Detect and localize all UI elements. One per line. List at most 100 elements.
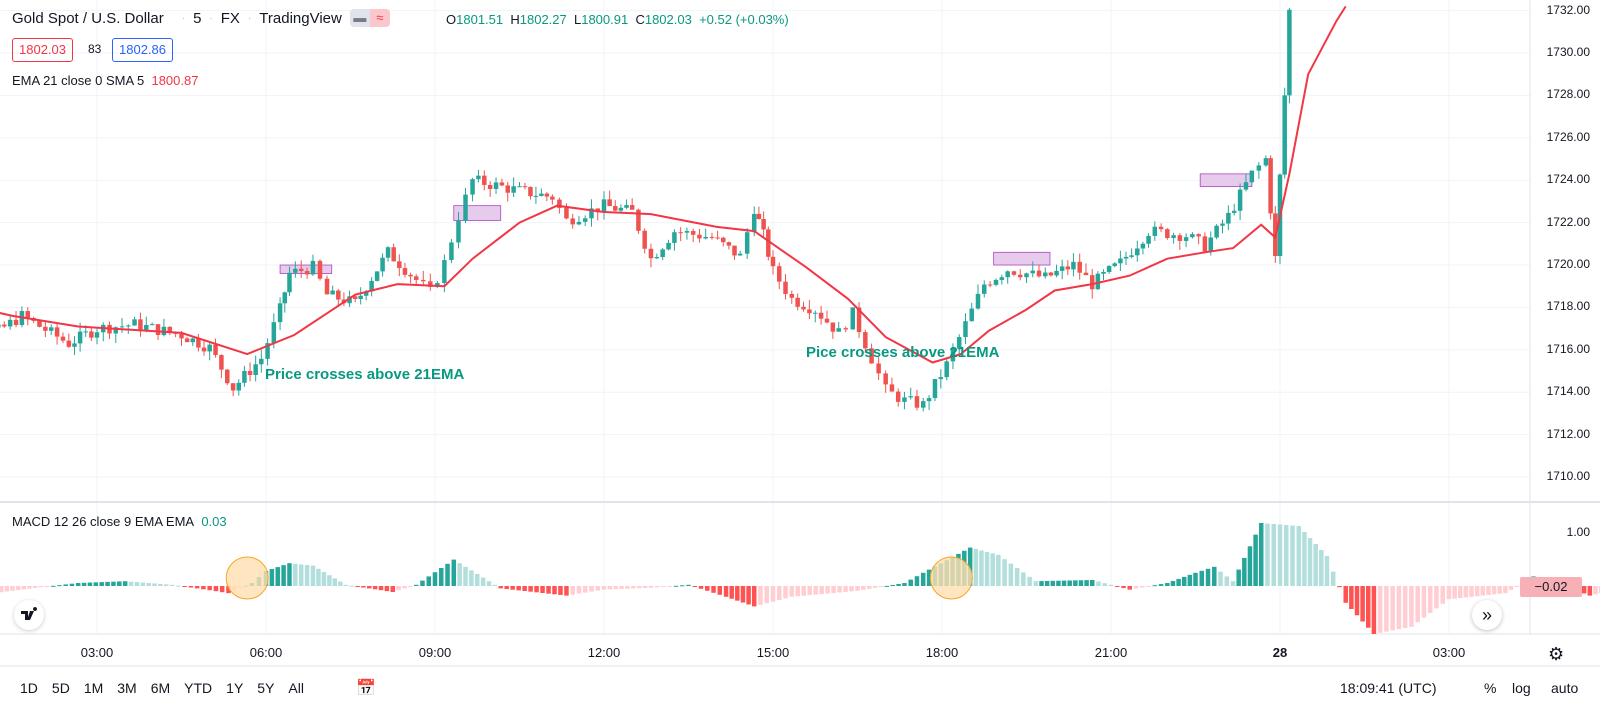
macd-histogram-bar: [310, 565, 316, 586]
candle-body: [132, 319, 137, 326]
candle-body: [336, 290, 341, 300]
macd-histogram-bar: [1224, 576, 1230, 586]
macd-label: MACD 12 26 close 9 EMA EMA: [12, 514, 195, 529]
minus-icon[interactable]: ▬: [349, 9, 370, 27]
candle-body: [1158, 226, 1164, 230]
candle-body: [230, 383, 236, 391]
macd-histogram-bar: [601, 586, 607, 590]
macd-histogram-bar: [1284, 525, 1289, 586]
candle-body: [969, 308, 974, 322]
candle-body: [511, 186, 516, 193]
annotation-note-1: Price crosses above 21EMA: [265, 366, 465, 383]
candle-body: [582, 218, 588, 222]
candle-body: [715, 237, 720, 239]
range-button-5y[interactable]: 5Y: [257, 680, 275, 696]
candle-body: [456, 220, 461, 243]
macd-histogram-bar: [63, 584, 68, 586]
ema-legend[interactable]: EMA 21 close 0 SMA 5 1800.87: [12, 73, 198, 88]
macd-histogram-bar: [457, 563, 462, 586]
percent-toggle[interactable]: %: [1484, 680, 1497, 696]
auto-toggle[interactable]: auto: [1551, 680, 1579, 696]
candle-body: [89, 331, 94, 338]
macd-histogram-bar: [723, 586, 729, 597]
candle-body: [253, 364, 258, 376]
macd-histogram-bar: [281, 565, 286, 586]
symbol-name[interactable]: Gold Spot / U.S. Dollar: [12, 9, 164, 27]
range-button-1m[interactable]: 1M: [83, 680, 104, 696]
range-button-all[interactable]: All: [288, 680, 304, 696]
candle-body: [43, 326, 48, 331]
candle-body: [770, 256, 776, 267]
macd-histogram-bar: [1581, 586, 1587, 594]
price-tick-label: 1724.00: [1546, 172, 1590, 187]
macd-histogram-bar: [1247, 546, 1253, 586]
macd-histogram-bar: [984, 551, 990, 586]
macd-histogram-bar: [1218, 571, 1223, 586]
range-button-1d[interactable]: 1D: [20, 680, 38, 696]
macd-histogram-bar: [1360, 586, 1365, 622]
candle-body: [522, 186, 528, 188]
bid-price-box[interactable]: 1802.03: [12, 38, 73, 62]
macd-histogram-bar: [1469, 586, 1474, 597]
interval-label[interactable]: 5: [193, 9, 202, 27]
macd-histogram-bar: [729, 586, 734, 599]
macd-histogram-bar: [711, 586, 716, 593]
macd-histogram-bar: [1187, 574, 1193, 586]
time-tick-label: 06:00: [249, 645, 283, 660]
range-button-ytd[interactable]: YTD: [184, 680, 213, 696]
macd-histogram-bar: [1427, 586, 1433, 613]
gear-icon[interactable]: ⚙: [1548, 644, 1565, 664]
macd-histogram-bar: [298, 564, 304, 586]
macd-histogram-bar: [758, 586, 763, 605]
candle-body: [219, 355, 224, 370]
candle-body: [550, 196, 555, 200]
macd-histogram-bar: [1176, 578, 1181, 586]
ask-price-box[interactable]: 1802.86: [112, 38, 173, 62]
macd-histogram-bar: [1158, 584, 1164, 586]
candle-body: [1190, 234, 1195, 238]
candle-body: [54, 327, 60, 337]
range-button-3m[interactable]: 3M: [117, 680, 137, 696]
candle-body: [956, 337, 962, 349]
candle-body: [564, 207, 569, 219]
clock-readout[interactable]: 18:09:41 (UTC): [1340, 680, 1437, 696]
macd-histogram-bar: [979, 550, 984, 586]
candle-body: [1005, 271, 1010, 278]
macd-histogram-bar: [75, 583, 81, 586]
candle-body: [138, 319, 143, 331]
macd-histogram-bar: [1446, 586, 1452, 600]
calendar-icon[interactable]: 📅: [356, 680, 376, 697]
range-button-5d[interactable]: 5D: [51, 680, 70, 696]
source-label: TradingView: [259, 9, 342, 27]
approx-icon[interactable]: ≈: [369, 9, 390, 27]
macd-histogram-bar: [426, 576, 431, 586]
candle-body: [932, 379, 938, 399]
candle-body: [1202, 236, 1208, 252]
macd-histogram-bar: [996, 554, 1001, 586]
candle-body: [1237, 189, 1243, 211]
log-toggle[interactable]: log: [1512, 680, 1531, 696]
range-button-6m[interactable]: 6M: [150, 680, 171, 696]
macd-histogram-bar: [15, 586, 21, 591]
macd-histogram-bar: [717, 586, 723, 595]
ema-value: 1800.87: [151, 73, 199, 88]
macd-histogram-bar: [795, 586, 801, 597]
macd-histogram-bar: [163, 584, 169, 586]
range-button-1y[interactable]: 1Y: [226, 680, 244, 696]
double-chevron-right-icon[interactable]: »: [1472, 600, 1502, 630]
macd-histogram-bar: [146, 583, 151, 586]
tradingview-logo-icon[interactable]: [14, 600, 44, 630]
candle-body: [1220, 223, 1225, 226]
candle-body: [1043, 272, 1048, 277]
macd-legend[interactable]: MACD 12 26 close 9 EMA EMA 0.03: [12, 514, 227, 529]
candle-body: [470, 179, 475, 195]
candle-body: [213, 344, 218, 356]
macd-histogram-bar: [1133, 586, 1139, 589]
macd-histogram-bar: [275, 567, 280, 586]
candle-body: [1214, 225, 1219, 238]
macd-histogram-bar: [378, 586, 384, 591]
macd-histogram-bar: [1061, 580, 1067, 586]
macd-histogram-bar: [619, 586, 624, 589]
macd-histogram-bar: [1146, 586, 1151, 587]
